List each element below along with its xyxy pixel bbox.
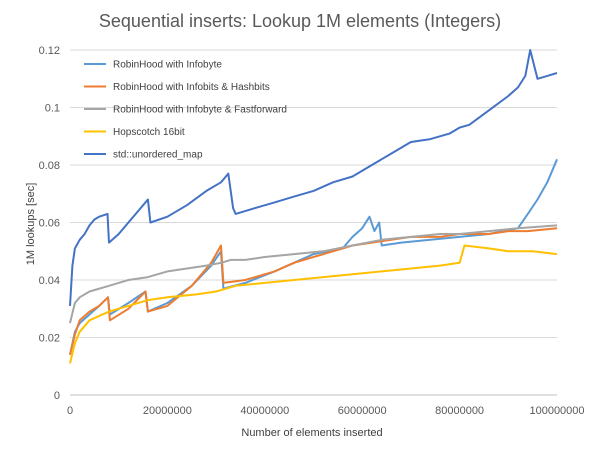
legend-label: RobinHood with Infobits & Hashbits [113, 82, 270, 93]
x-tick-label: 0 [67, 405, 73, 417]
legend-label: RobinHood with Infobyte & Fastforward [113, 105, 287, 116]
x-axis-label: Number of elements inserted [241, 427, 382, 439]
x-tick-label: 20000000 [143, 405, 192, 417]
y-tick-labels: 0 0.02 0.04 0.06 0.08 0.1 0.12 [39, 45, 60, 402]
legend-label: std::unordered_map [113, 150, 203, 161]
series-line-2 [69, 224, 558, 324]
grid-lines [70, 49, 557, 396]
x-tick-label: 100000000 [529, 405, 584, 417]
y-tick-label: 0.02 [39, 333, 60, 345]
x-tick-label: 60000000 [338, 405, 387, 417]
y-tick-label: 0.06 [39, 218, 60, 230]
series-line-4 [69, 49, 558, 306]
chart-title: Sequential inserts: Lookup 1M elements (… [99, 11, 501, 31]
y-tick-label: 0.12 [39, 45, 60, 57]
series-lines [69, 49, 558, 364]
x-tick-label: 80000000 [435, 405, 484, 417]
x-tick-label: 40000000 [240, 405, 289, 417]
series-line-3 [69, 244, 558, 364]
x-tick-labels: 0 20000000 40000000 60000000 80000000 1000000… [67, 405, 585, 417]
y-axis-label: 1M lookups [sec] [25, 183, 37, 266]
y-tick-label: 0.04 [39, 275, 60, 287]
legend-label: RobinHood with Infobyte [113, 60, 222, 71]
y-tick-label: 0 [54, 390, 60, 402]
y-tick-label: 0.1 [45, 103, 60, 115]
y-tick-label: 0.08 [39, 160, 60, 172]
legend: RobinHood with Infobyte RobinHood with In… [84, 60, 287, 161]
legend-label: Hopscotch 16bit [113, 127, 185, 138]
series-line-1 [69, 227, 558, 356]
